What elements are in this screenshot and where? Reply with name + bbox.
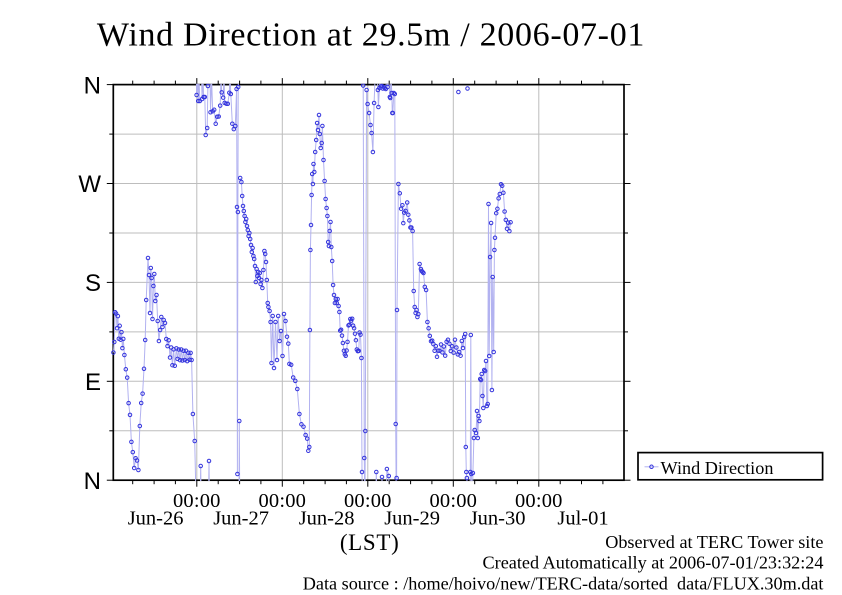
svg-text:W: W	[78, 171, 101, 198]
svg-text:Jun-28: Jun-28	[299, 507, 355, 529]
svg-text:Wind Direction: Wind Direction	[661, 458, 774, 478]
svg-text:00:00: 00:00	[515, 490, 563, 512]
svg-text:Data source : /home/hoivo/new/: Data source : /home/hoivo/new/TERC-data/…	[303, 574, 824, 594]
svg-text:Created Automatically at 2006-: Created Automatically at 2006-07-01/23:3…	[483, 553, 824, 573]
svg-text:S: S	[85, 270, 101, 297]
svg-text:N: N	[84, 72, 101, 99]
svg-text:Jun-30: Jun-30	[470, 507, 526, 529]
svg-text:Jun-29: Jun-29	[384, 507, 440, 529]
svg-text:E: E	[85, 369, 101, 396]
svg-text:Observed at TERC Tower site: Observed at TERC Tower site	[605, 532, 823, 552]
svg-text:00:00: 00:00	[258, 490, 306, 512]
svg-text:00:00: 00:00	[173, 490, 221, 512]
svg-text:(LST): (LST)	[340, 530, 400, 555]
svg-text:Jul-01: Jul-01	[557, 507, 608, 529]
svg-text:00:00: 00:00	[429, 490, 477, 512]
svg-text:00:00: 00:00	[344, 490, 392, 512]
svg-text:N: N	[84, 468, 101, 495]
svg-text:Wind Direction at 29.5m / 2006: Wind Direction at 29.5m / 2006-07-01	[97, 17, 645, 54]
svg-text:Jun-26: Jun-26	[128, 507, 184, 529]
svg-text:Jun-27: Jun-27	[213, 507, 269, 529]
